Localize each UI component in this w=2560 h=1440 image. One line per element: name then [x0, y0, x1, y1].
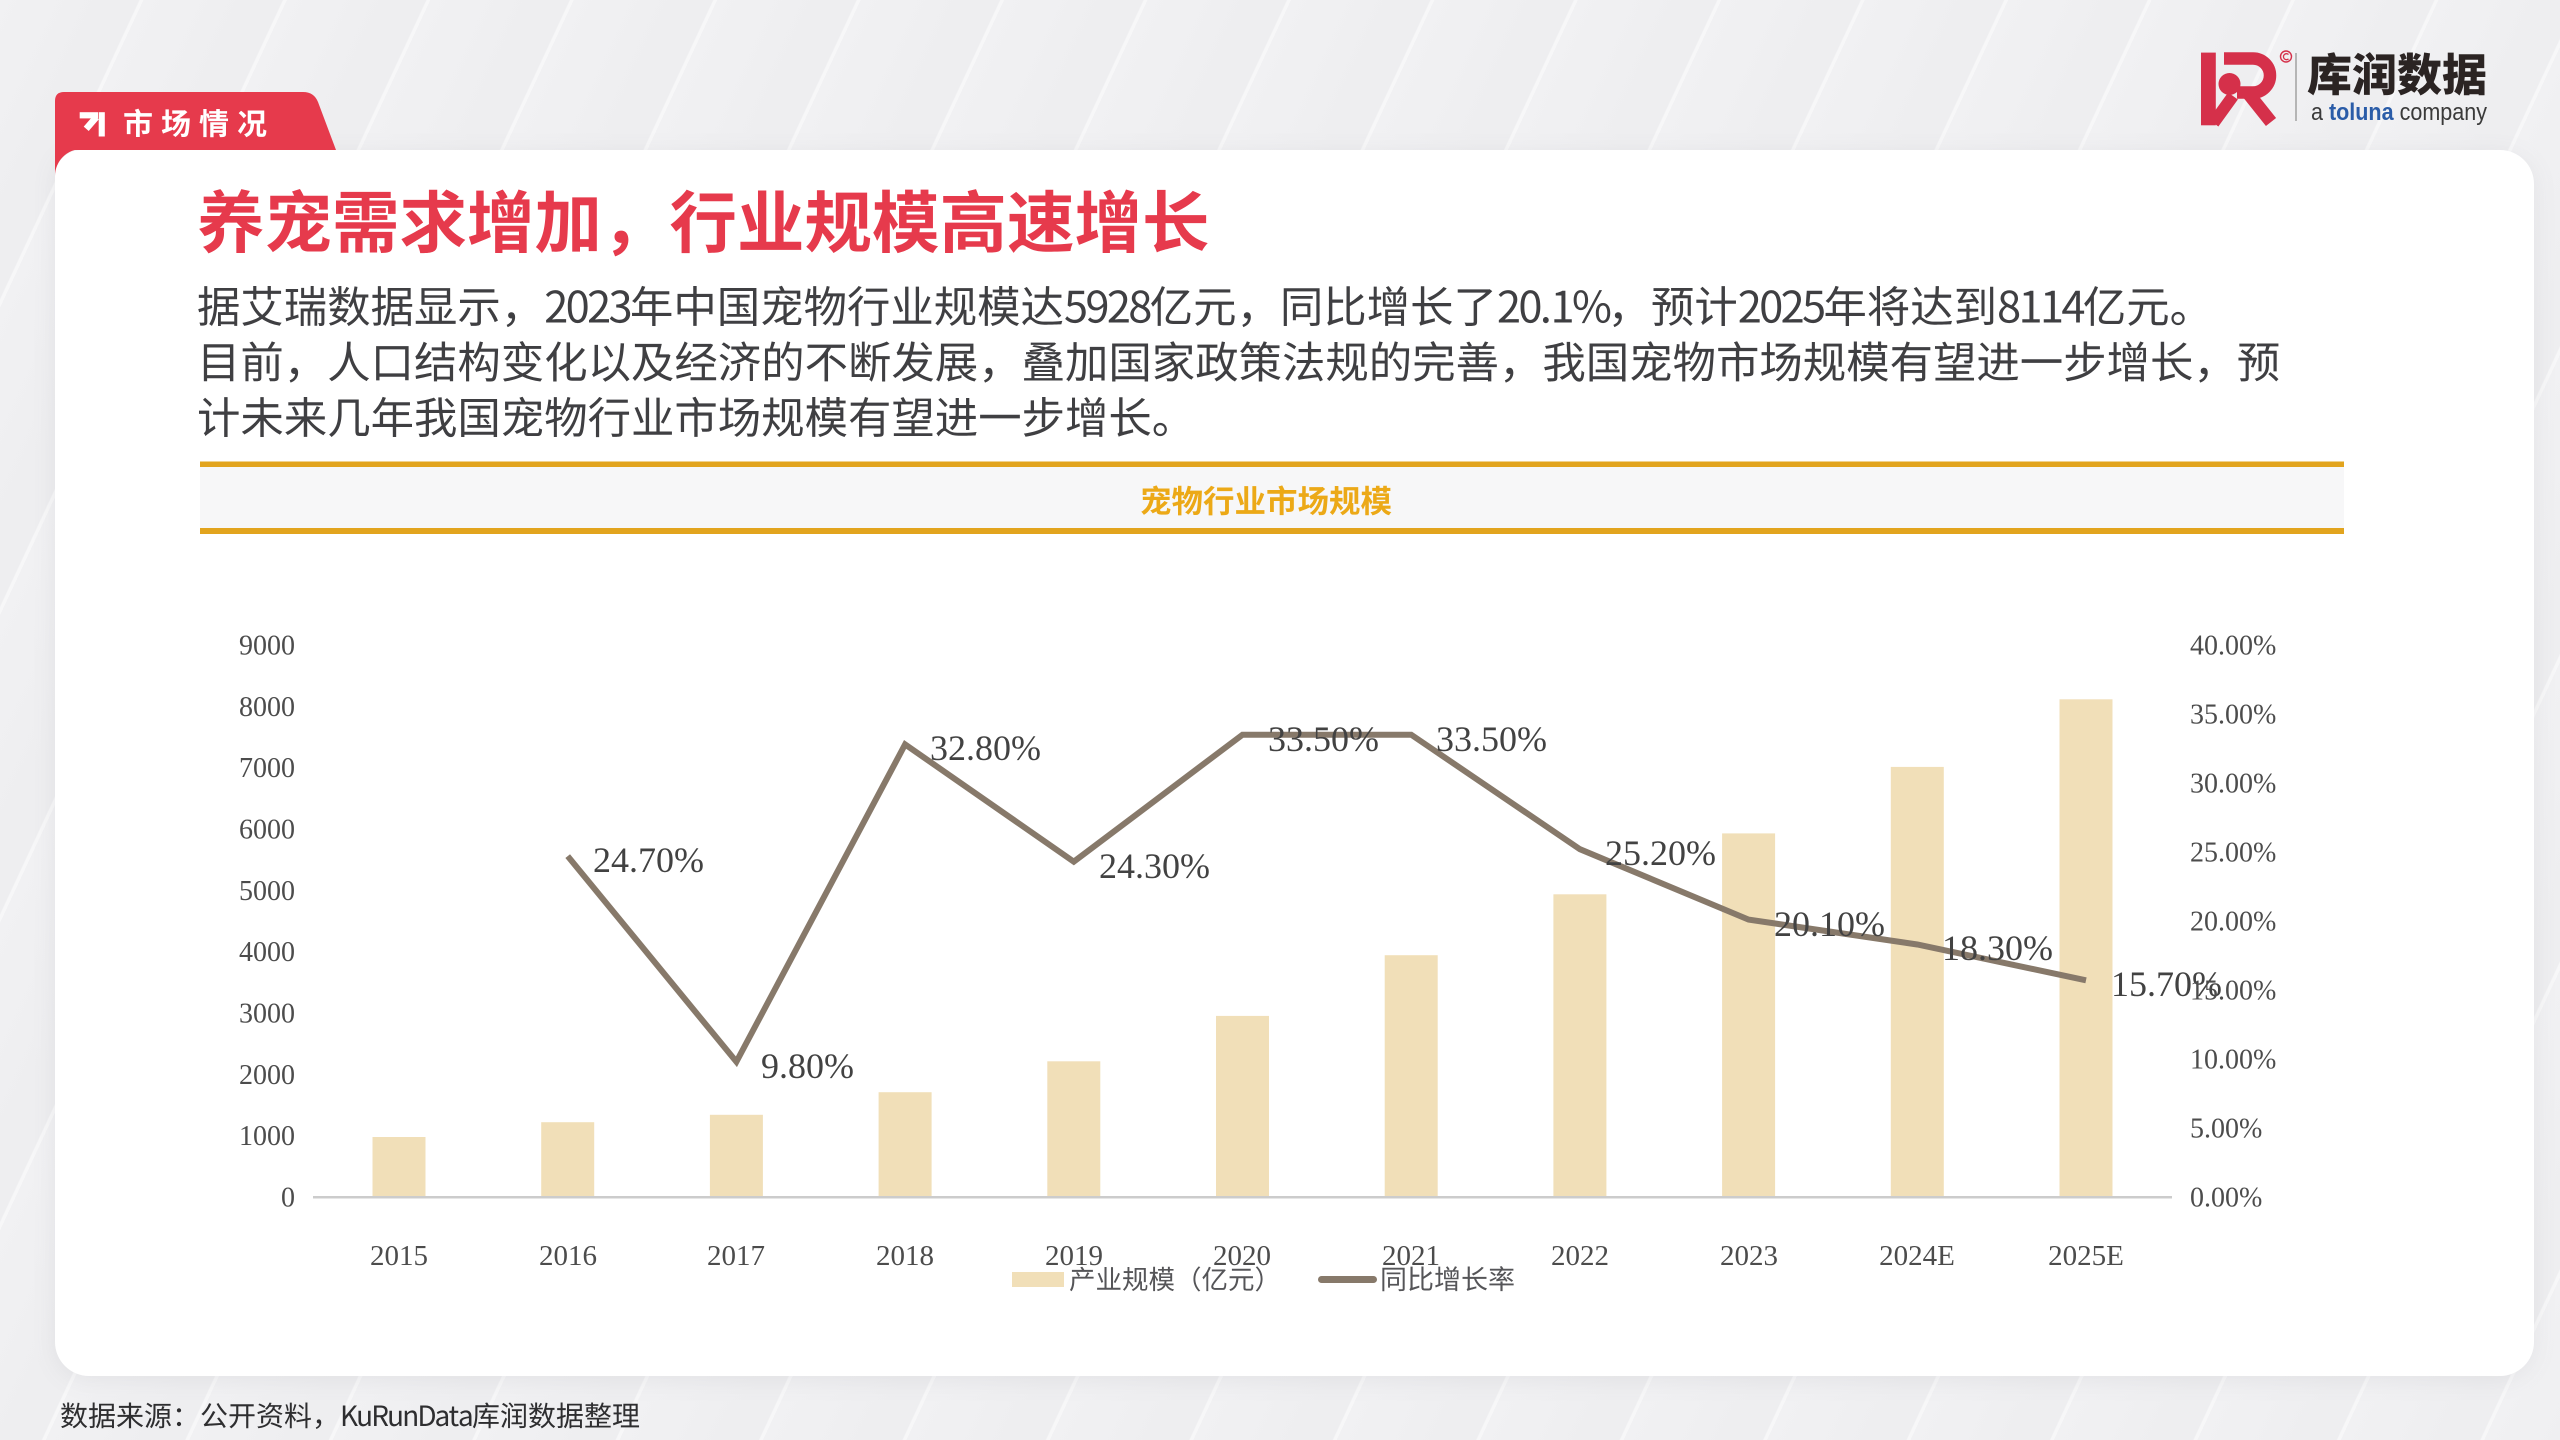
svg-text:6000: 6000	[239, 815, 295, 846]
svg-text:0.00%: 0.00%	[2190, 1183, 2262, 1214]
svg-text:4000: 4000	[239, 937, 295, 968]
svg-text:5000: 5000	[239, 876, 295, 907]
svg-text:33.50%: 33.50%	[1436, 719, 1547, 759]
svg-text:2017: 2017	[707, 1240, 765, 1272]
svg-text:25.00%: 25.00%	[2190, 838, 2276, 869]
svg-text:a toluna company: a toluna company	[2311, 99, 2487, 126]
svg-text:2025E: 2025E	[2048, 1240, 2124, 1272]
svg-text:15.70%: 15.70%	[2111, 964, 2222, 1004]
svg-text:35.00%: 35.00%	[2190, 700, 2276, 731]
svg-text:8000: 8000	[239, 692, 295, 723]
svg-text:30.00%: 30.00%	[2190, 769, 2276, 800]
svg-text:1000: 1000	[239, 1121, 295, 1152]
svg-text:24.70%: 24.70%	[593, 840, 704, 880]
svg-text:2015: 2015	[370, 1240, 428, 1272]
svg-text:0: 0	[281, 1183, 295, 1214]
svg-text:2023: 2023	[1720, 1240, 1778, 1272]
svg-text:25.20%: 25.20%	[1605, 833, 1716, 873]
svg-text:7000: 7000	[239, 753, 295, 784]
svg-text:15.00%: 15.00%	[2190, 976, 2276, 1007]
svg-text:9.80%: 9.80%	[761, 1046, 854, 1086]
svg-text:2024E: 2024E	[1879, 1240, 1955, 1272]
svg-text:10.00%: 10.00%	[2190, 1045, 2276, 1076]
svg-text:2019: 2019	[1045, 1240, 1103, 1272]
svg-text:40.00%: 40.00%	[2190, 631, 2276, 662]
svg-text:5.00%: 5.00%	[2190, 1114, 2262, 1145]
svg-text:3000: 3000	[239, 999, 295, 1030]
svg-text:24.30%: 24.30%	[1099, 846, 1210, 886]
svg-text:18.30%: 18.30%	[1942, 928, 2053, 968]
svg-text:32.80%: 32.80%	[930, 728, 1041, 768]
svg-text:2018: 2018	[876, 1240, 934, 1272]
svg-text:2020: 2020	[1213, 1240, 1271, 1272]
svg-text:2016: 2016	[539, 1240, 597, 1272]
svg-text:33.50%: 33.50%	[1268, 719, 1379, 759]
svg-text:20.10%: 20.10%	[1774, 904, 1885, 944]
svg-text:9000: 9000	[239, 631, 295, 662]
svg-text:2000: 2000	[239, 1060, 295, 1091]
svg-text:20.00%: 20.00%	[2190, 907, 2276, 938]
svg-text:2022: 2022	[1551, 1240, 1609, 1272]
